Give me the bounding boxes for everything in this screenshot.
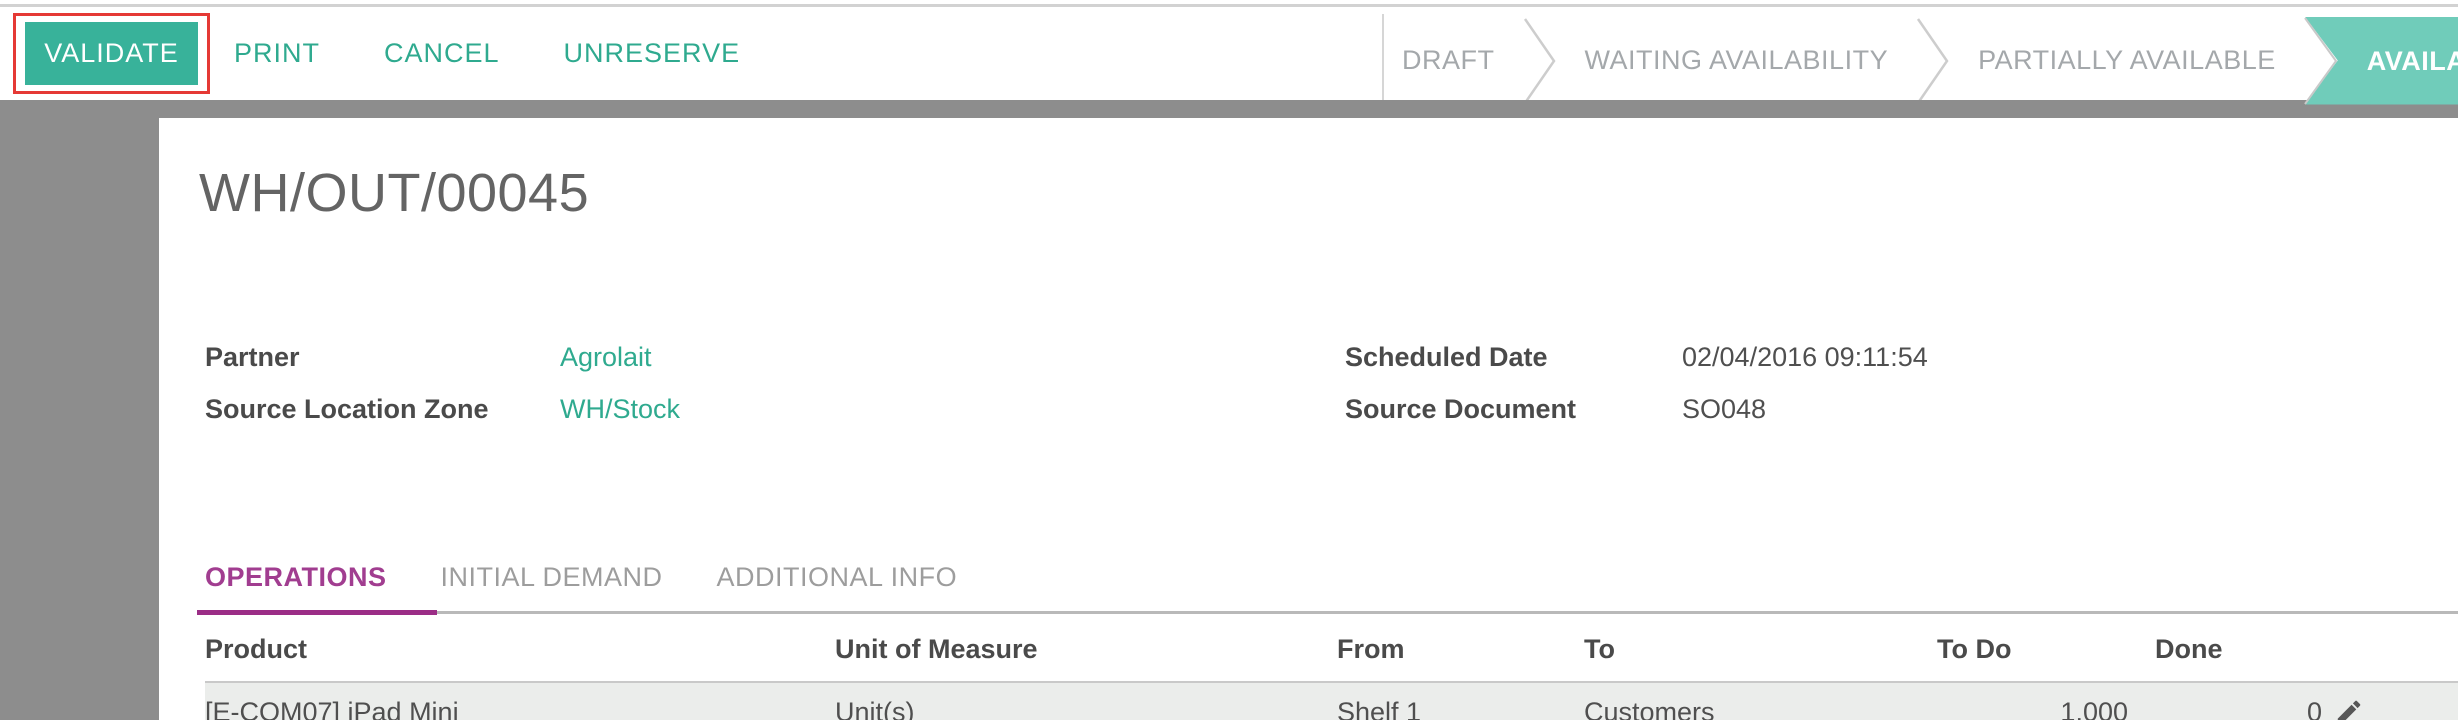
- column-header-to-do: To Do: [1937, 634, 2012, 664]
- notebook-tabs: OPERATIONS INITIAL DEMAND ADDITIONAL INF…: [197, 562, 2458, 615]
- toolbar-buttons: VALIDATE PRINT CANCEL UNRESERVE: [13, 7, 740, 100]
- tab-additional-info[interactable]: ADDITIONAL INFO: [716, 562, 958, 592]
- print-button[interactable]: PRINT: [234, 38, 320, 68]
- partner-link[interactable]: Agrolait: [560, 342, 652, 372]
- cell-unit-of-measure: Unit(s): [835, 697, 915, 720]
- validate-button[interactable]: VALIDATE: [25, 22, 198, 85]
- statusbar-stage-partially-available[interactable]: PARTIALLY AVAILABLE: [1978, 45, 2276, 75]
- statusbar-stage-waiting-availability[interactable]: WAITING AVAILABILITY: [1584, 45, 1889, 75]
- column-header-from: From: [1337, 634, 1405, 664]
- tab-operations[interactable]: OPERATIONS: [205, 562, 387, 592]
- field-group: Partner Agrolait Source Location Zone WH…: [205, 342, 2458, 446]
- cell-edit: [2322, 683, 2458, 720]
- validate-highlight-box: VALIDATE: [13, 13, 210, 94]
- statusbar-stage-draft[interactable]: DRAFT: [1402, 45, 1495, 75]
- field-label: Source Document: [1345, 394, 1577, 424]
- field-column-left: Partner Agrolait Source Location Zone WH…: [205, 342, 1345, 446]
- field-label: Source Location Zone: [205, 394, 489, 424]
- column-header-product: Product: [205, 634, 308, 664]
- cancel-button[interactable]: CANCEL: [384, 38, 500, 68]
- cell-to-do: 1.000: [2060, 697, 2128, 720]
- chevron-separator-icon: [2303, 16, 2337, 105]
- tab-initial-demand[interactable]: INITIAL DEMAND: [440, 562, 663, 592]
- chevron-separator-icon: [1917, 17, 1949, 104]
- column-header-to: To: [1584, 634, 1615, 664]
- field-partner: Partner Agrolait: [205, 342, 1345, 372]
- top-border-line: [0, 4, 2458, 7]
- field-source-document: Source Document SO048: [1345, 394, 2458, 424]
- page-title: WH/OUT/00045: [199, 163, 590, 223]
- action-toolbar: VALIDATE PRINT CANCEL UNRESERVE DRAFT WA…: [0, 7, 2458, 107]
- statusbar: DRAFT WAITING AVAILABILITY PARTIALLY AVA…: [1382, 14, 2458, 107]
- cell-product: [E-COM07] iPad Mini: [205, 697, 459, 720]
- cell-done: 0: [2306, 697, 2322, 720]
- table-header-row: Product Unit of Measure From To To Do Do…: [205, 614, 2458, 683]
- cell-from: Shelf 1: [1337, 697, 1422, 720]
- chevron-separator-icon: [1523, 17, 1556, 104]
- unreserve-button[interactable]: UNRESERVE: [563, 38, 741, 68]
- column-header-edit-spacer: [2322, 634, 2458, 665]
- table-row[interactable]: [E-COM07] iPad Mini Unit(s) Shelf 1 Cust…: [205, 683, 2458, 720]
- field-scheduled-date: Scheduled Date 02/04/2016 09:11:54: [1345, 342, 2458, 372]
- field-column-right: Scheduled Date 02/04/2016 09:11:54 Sourc…: [1345, 342, 2458, 446]
- source-location-link[interactable]: WH/Stock: [560, 394, 681, 424]
- form-sheet: WH/OUT/00045 Partner Agrolait Source Loc…: [159, 118, 2458, 720]
- field-source-location-zone: Source Location Zone WH/Stock: [205, 394, 1345, 424]
- edit-pencil-icon[interactable]: [2334, 697, 2364, 720]
- field-label: Scheduled Date: [1345, 342, 1548, 372]
- active-tab-underline: [197, 610, 437, 615]
- scheduled-date-value: 02/04/2016 09:11:54: [1682, 342, 1928, 372]
- column-header-done: Done: [2155, 634, 2223, 664]
- source-document-value: SO048: [1682, 394, 1767, 424]
- operations-table: Product Unit of Measure From To To Do Do…: [205, 614, 2458, 720]
- field-label: Partner: [205, 342, 300, 372]
- cell-to: Customers: [1584, 697, 1715, 720]
- column-header-unit-of-measure: Unit of Measure: [835, 634, 1038, 664]
